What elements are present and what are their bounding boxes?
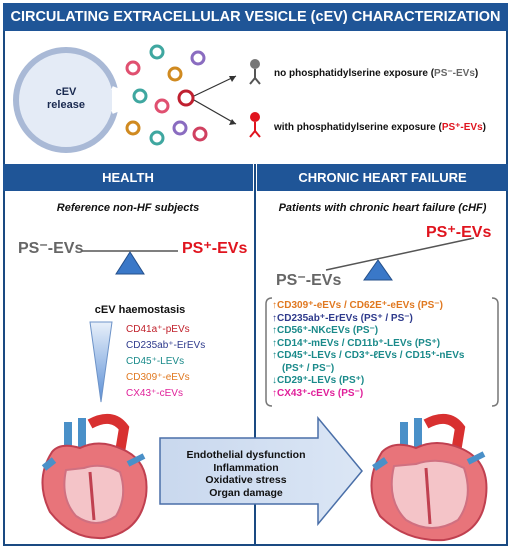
health-ev-item: CD309⁺-eEVs: [126, 372, 190, 383]
haemostasis-title: cEV haemostasis: [94, 304, 186, 316]
chf-ev-item: ↑CD45⁺-LEVs / CD3⁺-ℓEVs / CD15⁺-nEVs: [272, 350, 465, 361]
chf-fulcrum: [363, 259, 393, 281]
chf-header: CHRONIC HEART FAILURE: [257, 164, 508, 191]
health-fulcrum: [115, 251, 145, 275]
chf-ps-pos: PS⁺-EVs: [426, 224, 492, 241]
chf-ev-item: ↑CD56⁺-NKcEVs (PS⁻): [272, 325, 379, 336]
outcome-item: Inflammation: [213, 461, 279, 474]
chf-bracket: [265, 297, 499, 407]
membrane-opening: [111, 86, 124, 114]
chf-subtitle: Patients with chronic heart failure (cHF…: [278, 202, 487, 214]
title-bar: CIRCULATING EXTRACELLULAR VESICLE (cEV) …: [3, 3, 508, 31]
outcome-item: Endothelial dysfunction: [186, 449, 306, 461]
chf-ev-list: ↑CD309⁺-eEVs / CD62E⁺-eEVs (PS⁻) ↑CD235a…: [272, 300, 464, 400]
outcome-item: Organ damage: [209, 486, 283, 499]
health-ev-item: CX43⁺-cEVs: [126, 388, 183, 399]
arrow-to-ps-pos: [193, 99, 237, 125]
section-divider: [254, 164, 256, 546]
chf-ev-item: ↑CD235ab⁺-ErEVs (PS⁺ / PS⁻): [272, 312, 413, 324]
ps-pos-receptor-icon: [249, 112, 261, 138]
health-ev-item: CD45⁺-LEVs: [126, 356, 185, 367]
ps-neg-receptor-icon: [249, 59, 261, 85]
chf-ev-item: ↑CX43⁺-cEVs (PS⁻): [272, 387, 364, 399]
arrow-to-ps-neg: [193, 75, 237, 97]
health-ev-list: CD41a⁺-pEVs CD235ab⁺-ErEVs CD45⁺-LEVs CD…: [126, 322, 205, 402]
healthy-heart-illustration: [41, 413, 148, 540]
gradient-triangle: [89, 321, 113, 403]
cev-release-illustration: [13, 44, 261, 153]
chf-ps-neg: PS⁻-EVs: [276, 272, 342, 289]
health-ps-neg: PS⁻-EVs: [18, 240, 84, 257]
cell-label: cEV release: [47, 86, 85, 111]
health-balance: [82, 250, 178, 275]
ps-neg-legend: no phosphatidylserine exposure (PS⁻-EVs): [274, 68, 479, 79]
chf-balance: [325, 237, 475, 281]
health-ps-pos: PS⁺-EVs: [182, 240, 248, 257]
chf-ev-item: ↑CD309⁺-eEVs / CD62E⁺-eEVs (PS⁻): [272, 300, 443, 311]
failing-heart-illustration: [370, 413, 488, 542]
outcome-arrow: [159, 416, 363, 526]
health-header: HEALTH: [3, 164, 253, 191]
chf-ev-item: (PS⁺ / PS⁻): [282, 362, 335, 374]
chf-ev-item: ↑CD14⁺-mEVs / CD11b⁺-LEVs (PS⁺): [272, 337, 441, 349]
outcome-list: Endothelial dysfunction Inflammation Oxi…: [166, 449, 326, 499]
figure-title: CIRCULATING EXTRACELLULAR VESICLE (cEV) …: [10, 9, 501, 25]
vesicle-cluster: [125, 44, 208, 146]
health-ev-item: CD235ab⁺-ErEVs: [126, 340, 206, 351]
outcome-item: Oxidative stress: [205, 474, 287, 486]
ps-pos-legend: with phosphatidylserine exposure (PS⁺-EV…: [274, 122, 487, 133]
chf-ev-item: ↓CD29⁺-LEVs (PS⁺): [272, 375, 365, 386]
health-subtitle: Reference non-HF subjects: [56, 202, 200, 214]
chf-balance-beam: [325, 237, 475, 271]
health-ev-item: CD41a⁺-pEVs: [126, 324, 190, 335]
